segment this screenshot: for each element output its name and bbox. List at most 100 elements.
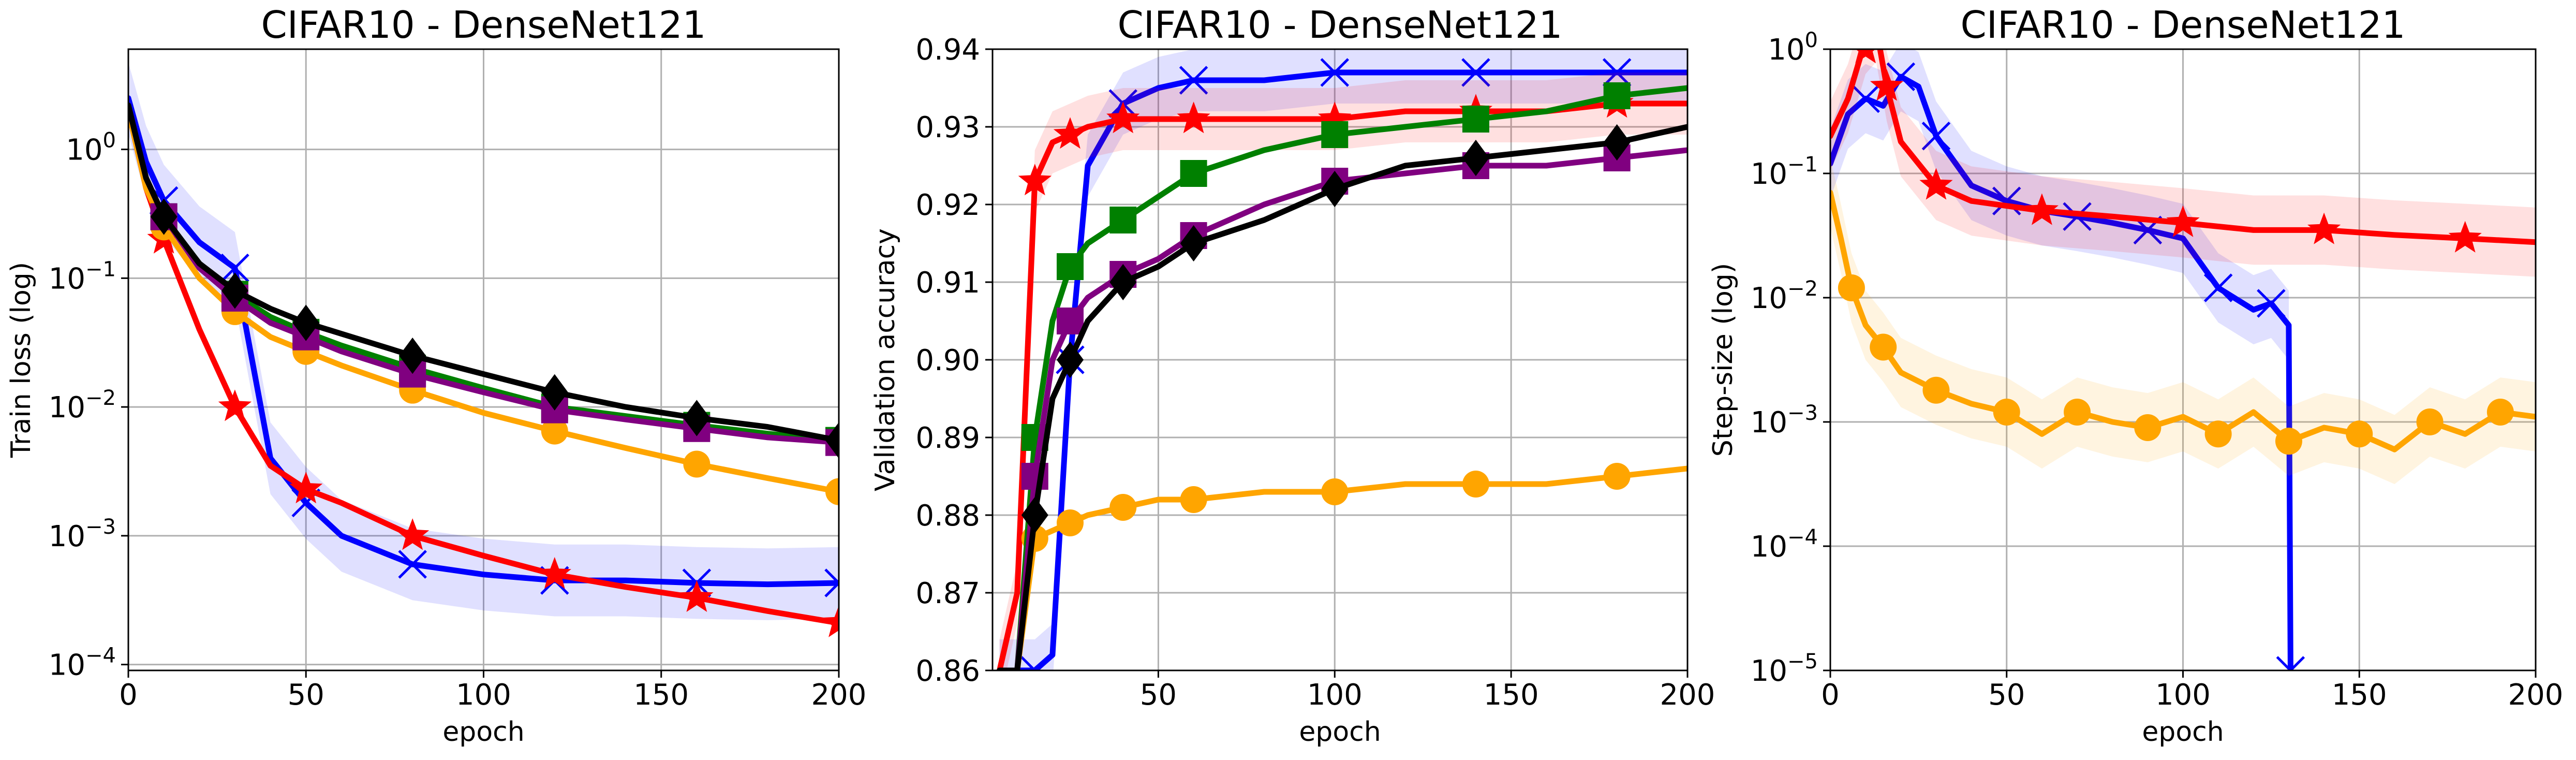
series-marker (1838, 274, 1865, 301)
series-marker (2276, 656, 2305, 670)
y-axis-label: Train loss (log) (6, 262, 37, 458)
y-tick-label: 0.87 (915, 577, 980, 610)
series-marker (1020, 656, 1049, 670)
y-tick-exponent: −3 (1787, 401, 1818, 425)
series-marker (683, 450, 710, 478)
x-tick-label: 150 (2332, 678, 2387, 712)
series-marker (292, 304, 320, 341)
x-tick-label: 150 (1484, 678, 1539, 712)
series-marker (1321, 121, 1349, 148)
validation-accuracy-panel: 50 100 150 200 0.86 0.87 0.88 0.89 0.90 0.91 0.92 0… (870, 3, 1715, 748)
y-tick-label: 10−4 (49, 644, 116, 682)
series-band (1830, 49, 2291, 670)
series-marker (2166, 205, 2200, 237)
series-marker (1109, 207, 1137, 233)
series-marker (1870, 69, 1904, 101)
series-marker (2346, 420, 2373, 448)
series-marker (1855, 49, 1876, 64)
series-marker (2416, 408, 2444, 435)
series-marker (1921, 121, 1951, 151)
y-tick-label: 10−4 (1751, 525, 1818, 564)
y-tick-base: 10 (49, 520, 85, 553)
series-marker (2257, 289, 2286, 318)
series-marker (1602, 58, 1632, 87)
series-marker (218, 389, 252, 421)
series-marker (2064, 398, 2091, 426)
x-tick-label: 100 (1307, 678, 1363, 712)
series-marker (150, 198, 177, 235)
x-tick-label: 50 (1988, 678, 2025, 712)
series-line (997, 85, 1687, 670)
chart-title: CIFAR10 - DenseNet121 (1118, 3, 1563, 47)
series-marker (824, 568, 839, 597)
y-axis-label: Validation accuracy (870, 228, 901, 491)
series-marker (2025, 193, 2059, 225)
series-marker (1056, 509, 1084, 536)
y-tick-label: 100 (1768, 28, 1818, 67)
step-size-panel: 0 50 100 150 20010010−110−210−310−410−5CIFAR… (1708, 3, 2563, 748)
y-tick-exponent: 0 (1805, 28, 1818, 52)
y-tick-base: 10 (1751, 406, 1787, 440)
y-tick-exponent: −3 (85, 515, 116, 539)
series-marker (1018, 164, 1052, 196)
x-tick-label: 50 (1140, 678, 1177, 712)
y-tick-exponent: 0 (103, 129, 116, 153)
y-axis-label: Step-size (log) (1708, 263, 1739, 457)
x-tick-label: 0 (1821, 678, 1840, 712)
series-marker (1603, 124, 1631, 161)
series-line (128, 108, 839, 495)
series-marker (399, 338, 426, 374)
series-marker (683, 400, 710, 436)
series-marker (1021, 496, 1048, 534)
y-tick-label: 100 (66, 129, 116, 167)
series-marker (1870, 333, 1897, 361)
y-tick-base: 10 (1768, 33, 1804, 67)
series-marker (1180, 225, 1207, 262)
x-axis-label: epoch (1299, 717, 1381, 748)
series-marker (1919, 168, 1953, 200)
y-tick-label: 10−1 (49, 257, 116, 296)
series-marker (1056, 308, 1084, 334)
series-marker (289, 472, 323, 504)
y-tick-base: 10 (49, 391, 85, 425)
y-tick-label: 10−2 (49, 386, 116, 425)
series-marker (825, 422, 839, 459)
series-marker (1462, 139, 1489, 177)
series-marker (220, 253, 249, 283)
series-marker (541, 417, 568, 445)
series-marker (221, 272, 248, 309)
y-tick-base: 10 (49, 649, 85, 682)
series-line (997, 124, 1687, 670)
series-marker (1851, 84, 1880, 113)
series-marker (1056, 341, 1084, 378)
series-marker (1462, 106, 1489, 133)
series-marker (1179, 66, 1208, 95)
series-line (128, 108, 839, 626)
series-marker (1321, 478, 1349, 505)
x-tick-label: 0 (119, 678, 138, 712)
y-tick-label: 0.92 (915, 188, 980, 222)
y-tick-base: 10 (1751, 530, 1787, 564)
series-marker (1320, 58, 1350, 87)
series-marker (1993, 398, 2020, 426)
y-tick-exponent: −5 (1787, 650, 1818, 674)
series-marker (1109, 264, 1137, 301)
y-tick-base: 10 (49, 262, 85, 296)
series-line (128, 102, 839, 444)
series-marker (1106, 101, 1140, 134)
y-tick-exponent: −4 (85, 644, 116, 668)
y-tick-label: 10−1 (1751, 153, 1818, 191)
y-tick-label: 0.89 (915, 421, 980, 455)
y-tick-label: 10−3 (49, 515, 116, 553)
series-marker (396, 518, 430, 550)
series-marker (2486, 398, 2514, 426)
series-marker (1603, 82, 1631, 109)
y-tick-label: 0.86 (915, 654, 980, 688)
y-tick-label: 10−3 (1751, 401, 1818, 440)
series-band (1830, 49, 2536, 277)
y-tick-base: 10 (66, 134, 102, 167)
series-marker (1603, 463, 1631, 490)
series-marker (1318, 101, 1352, 134)
series-marker (1462, 471, 1489, 498)
